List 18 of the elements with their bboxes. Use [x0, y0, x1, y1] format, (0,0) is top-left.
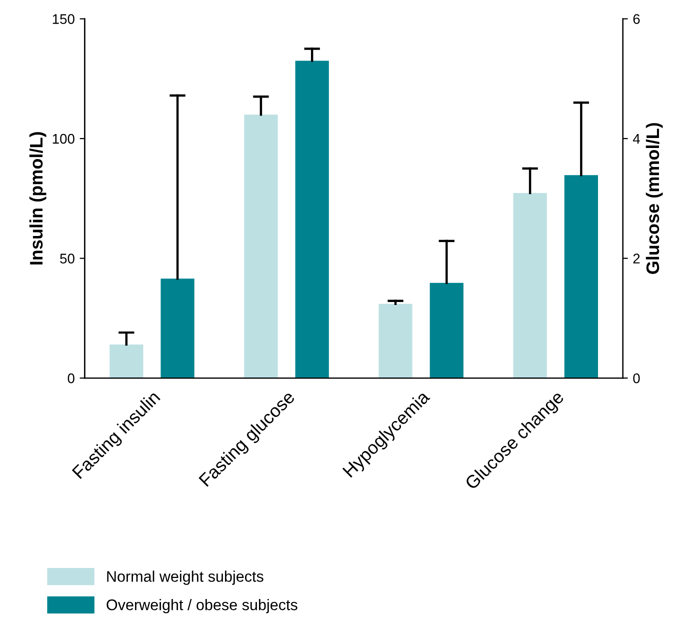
- y-tick-label: 50: [60, 254, 74, 264]
- y2-tick-label: 6: [633, 14, 640, 24]
- bar: [295, 60, 329, 378]
- bar: [430, 282, 464, 378]
- bar: [564, 175, 598, 378]
- bar: [244, 114, 278, 378]
- y2-tick-label: 2: [633, 254, 640, 264]
- y-tick-label: 150: [52, 14, 74, 24]
- bar: [378, 304, 412, 378]
- y-tick-label: 0: [68, 373, 74, 384]
- y-tick-label: 100: [52, 134, 74, 144]
- legend-label: Normal weight subjects: [107, 570, 264, 585]
- legend-label: Overweight / obese subjects: [106, 599, 298, 614]
- y-axis-title: Insulin (pmol/L): [29, 132, 46, 264]
- bar: [513, 193, 547, 378]
- y2-axis-title: Glucose (mmol/L): [646, 123, 663, 274]
- y2-tick-label: 4: [632, 134, 640, 144]
- y2-tick-label: 0: [633, 373, 640, 384]
